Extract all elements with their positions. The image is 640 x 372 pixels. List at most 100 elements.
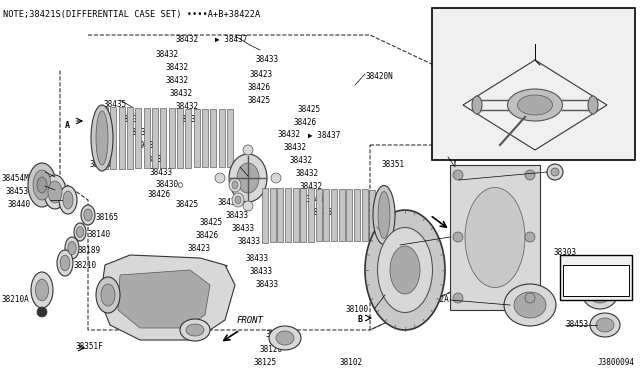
- Text: 38425: 38425: [298, 105, 321, 114]
- Text: 39433: 39433: [135, 141, 158, 150]
- Bar: [432, 8, 635, 160]
- Circle shape: [453, 170, 463, 180]
- Polygon shape: [118, 270, 210, 328]
- Ellipse shape: [390, 246, 420, 294]
- Ellipse shape: [44, 175, 66, 209]
- Text: 38426: 38426: [148, 190, 171, 199]
- Text: NOTE;FINAL DRIVE ASSY: NOTE;FINAL DRIVE ASSY: [486, 14, 584, 23]
- Bar: [316, 189, 322, 241]
- Ellipse shape: [276, 331, 294, 345]
- Bar: [211, 109, 216, 167]
- Text: A: A: [65, 121, 70, 130]
- Bar: [331, 189, 337, 241]
- Bar: [186, 109, 191, 167]
- Bar: [152, 108, 158, 168]
- Circle shape: [453, 293, 463, 303]
- Text: 00931-2121A: 00931-2121A: [459, 172, 510, 181]
- Ellipse shape: [180, 319, 210, 341]
- Text: 38426: 38426: [293, 118, 316, 127]
- Text: 38432: 38432: [170, 89, 193, 98]
- Text: 38154: 38154: [265, 330, 288, 339]
- Text: 38351: 38351: [382, 160, 405, 169]
- Ellipse shape: [518, 95, 552, 115]
- Text: J3800094: J3800094: [598, 358, 635, 367]
- Text: 38210: 38210: [73, 261, 96, 270]
- Bar: [323, 189, 330, 241]
- Ellipse shape: [590, 287, 610, 303]
- Text: 38432: 38432: [295, 169, 318, 178]
- Ellipse shape: [235, 196, 241, 204]
- Text: 38433: 38433: [255, 55, 278, 64]
- Text: 38425: 38425: [176, 200, 199, 209]
- Text: 38432: 38432: [155, 50, 178, 59]
- Text: 38432: 38432: [178, 115, 201, 124]
- Ellipse shape: [65, 237, 79, 259]
- Ellipse shape: [465, 187, 525, 288]
- Text: 38437: 38437: [90, 160, 113, 169]
- Text: 38120: 38120: [260, 345, 283, 354]
- Text: 38426: 38426: [196, 231, 219, 240]
- Text: 38432: 38432: [175, 35, 198, 44]
- Bar: [227, 109, 233, 167]
- Text: 38433: 38433: [232, 224, 255, 233]
- Bar: [135, 108, 141, 169]
- Text: 38432: 38432: [290, 156, 313, 165]
- Bar: [219, 109, 225, 167]
- Bar: [354, 189, 360, 241]
- Bar: [118, 107, 125, 169]
- Text: 38432: 38432: [278, 130, 301, 139]
- Ellipse shape: [96, 277, 120, 313]
- Bar: [202, 109, 208, 167]
- Text: 38454M: 38454M: [2, 174, 29, 183]
- Text: FRONT: FRONT: [237, 316, 264, 325]
- Polygon shape: [100, 255, 235, 340]
- Ellipse shape: [81, 205, 95, 225]
- Bar: [277, 188, 284, 242]
- Ellipse shape: [31, 272, 53, 308]
- Circle shape: [525, 170, 535, 180]
- Ellipse shape: [96, 111, 108, 165]
- Text: ▶ 38437: ▶ 38437: [215, 35, 248, 44]
- Text: 38165: 38165: [95, 213, 118, 222]
- Text: USE ONLY: USE ONLY: [579, 269, 614, 275]
- Bar: [563, 265, 629, 296]
- Bar: [143, 108, 150, 168]
- Ellipse shape: [68, 241, 76, 254]
- Ellipse shape: [84, 209, 92, 221]
- Ellipse shape: [57, 250, 73, 276]
- Text: 38432: 38432: [284, 143, 307, 152]
- Text: 38351F: 38351F: [75, 342, 103, 351]
- Text: 38433: 38433: [225, 211, 248, 220]
- Text: 38320: 38320: [375, 245, 398, 254]
- Text: 38433: 38433: [128, 128, 151, 137]
- Ellipse shape: [186, 324, 204, 336]
- Text: 38189: 38189: [78, 246, 101, 255]
- Ellipse shape: [74, 223, 86, 241]
- Text: B: B: [358, 315, 363, 324]
- Ellipse shape: [28, 163, 56, 207]
- Ellipse shape: [590, 313, 620, 337]
- Bar: [362, 189, 367, 241]
- Ellipse shape: [37, 177, 47, 193]
- Text: 38433: 38433: [120, 115, 143, 124]
- Text: 38303: 38303: [554, 248, 577, 257]
- Text: 38432: 38432: [165, 63, 188, 72]
- Circle shape: [37, 307, 47, 317]
- Ellipse shape: [378, 228, 433, 312]
- Bar: [169, 108, 175, 168]
- Ellipse shape: [514, 292, 546, 318]
- Ellipse shape: [91, 105, 113, 171]
- Text: 38433: 38433: [256, 280, 279, 289]
- Text: 38433: 38433: [143, 155, 166, 164]
- Text: 38423: 38423: [250, 70, 273, 79]
- Bar: [369, 190, 375, 240]
- Circle shape: [453, 232, 463, 242]
- Ellipse shape: [472, 96, 482, 114]
- Ellipse shape: [373, 186, 395, 244]
- Ellipse shape: [588, 96, 598, 114]
- Text: 38425: 38425: [200, 218, 223, 227]
- Text: NOTE;38421S(DIFFERENTIAL CASE SET) ••••A+B+38422A: NOTE;38421S(DIFFERENTIAL CASE SET) ••••A…: [3, 10, 260, 19]
- Text: 38422A: 38422A: [422, 295, 450, 304]
- Bar: [308, 188, 314, 241]
- Bar: [339, 189, 345, 241]
